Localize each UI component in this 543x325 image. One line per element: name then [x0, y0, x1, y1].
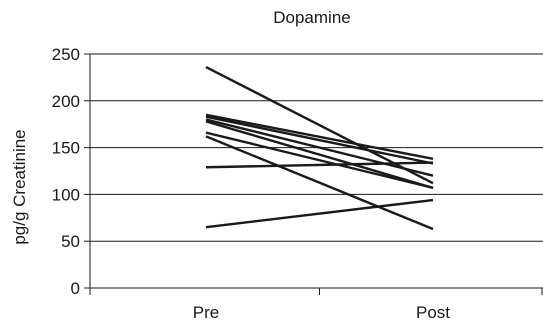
- series-line-2: [205, 113, 434, 161]
- axes: [84, 53, 543, 295]
- y-tick-label-5: 250: [52, 45, 80, 64]
- series-line-8: [205, 161, 434, 169]
- series-line-6: [205, 131, 434, 190]
- x-tick-label-0: Pre: [193, 303, 219, 322]
- y-tick-label-4: 200: [52, 92, 80, 111]
- series-lines: [205, 66, 434, 231]
- y-tick-label-1: 50: [61, 232, 80, 251]
- series-line-5: [205, 120, 434, 189]
- chart-title: Dopamine: [273, 8, 351, 27]
- series-line-3: [205, 115, 434, 165]
- series-line-9: [205, 198, 434, 229]
- series-line-4: [205, 118, 434, 177]
- x-tick-label-1: Post: [416, 303, 450, 322]
- y-tick-labels: 0 50 100 150 200 250: [52, 45, 80, 298]
- series-line-7: [205, 135, 434, 231]
- x-tick-labels: Pre Post: [193, 303, 451, 322]
- y-axis-label: pg/g Creatinine: [10, 129, 29, 244]
- y-tick-label-3: 150: [52, 139, 80, 158]
- y-tick-label-0: 0: [71, 279, 80, 298]
- y-tick-label-2: 100: [52, 185, 80, 204]
